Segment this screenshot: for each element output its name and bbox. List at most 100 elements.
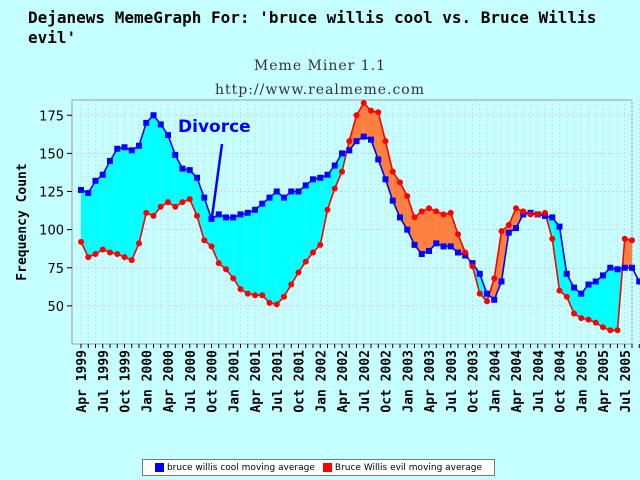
point-evil: [128, 257, 135, 264]
point-cool: [426, 247, 432, 254]
point-cool: [513, 225, 519, 232]
point-cool: [295, 188, 302, 195]
x-tick-label: Jul 2001: [271, 350, 286, 413]
point-cool: [273, 188, 280, 195]
x-tick-label: Jul 1999: [97, 350, 112, 413]
point-evil: [491, 275, 498, 282]
point-cool: [136, 142, 142, 149]
y-tick-label: 50: [47, 300, 64, 315]
point-cool: [186, 167, 193, 174]
x-tick-label: Apr 2001: [249, 350, 264, 413]
fill-segment: [117, 147, 125, 258]
point-evil: [607, 327, 614, 334]
point-cool: [237, 211, 244, 218]
point-evil: [571, 310, 577, 317]
legend: bruce willis cool moving average Bruce W…: [142, 459, 495, 476]
point-evil: [527, 211, 534, 218]
point-evil: [542, 209, 548, 216]
point-evil: [85, 254, 92, 261]
point-cool: [288, 188, 295, 195]
x-tick-label: Oct 2004: [554, 350, 569, 413]
point-evil: [484, 298, 490, 305]
x-tick-label: Jul 2003: [445, 350, 460, 413]
point-cool: [447, 243, 454, 250]
point-evil: [375, 109, 382, 116]
y-tick-label: 150: [39, 147, 64, 162]
point-evil: [592, 319, 599, 326]
point-cool: [397, 214, 403, 221]
point-cool: [491, 296, 498, 303]
legend-swatch-evil: [322, 463, 332, 472]
fill-segment: [204, 197, 212, 247]
x-tick-label: Jan 2002: [314, 350, 329, 413]
point-cool: [353, 138, 360, 145]
fill-segment: [450, 212, 458, 253]
point-evil: [505, 222, 512, 229]
point-evil: [614, 327, 621, 334]
point-evil: [520, 208, 527, 215]
point-evil: [215, 260, 222, 267]
y-tick-label: 100: [39, 224, 64, 239]
point-evil: [143, 209, 150, 216]
point-cool: [368, 136, 374, 143]
x-tick-label: Jan 2004: [488, 350, 503, 413]
fill-segment: [610, 267, 618, 331]
fill-segment: [88, 180, 96, 258]
point-evil: [433, 208, 440, 215]
point-cool: [331, 162, 338, 169]
point-evil: [302, 258, 309, 265]
fill-segment: [566, 273, 574, 314]
point-cool: [462, 252, 469, 259]
point-cool: [375, 156, 382, 163]
fill-segment: [291, 191, 299, 285]
fill-segment: [233, 214, 241, 290]
fill-segment: [276, 191, 284, 305]
fill-segment: [588, 281, 596, 323]
point-evil: [382, 138, 389, 145]
point-cool: [259, 200, 266, 207]
x-tick-label: Oct 2000: [206, 350, 221, 413]
axes: 50 75 100 125 150 175 Apr 1999 Jul 1999 Oct 1999…: [15, 109, 640, 413]
point-cool: [418, 251, 425, 258]
fill-segment: [624, 238, 632, 268]
point-evil: [404, 193, 411, 200]
point-evil: [629, 237, 635, 244]
legend-swatch-cool: [154, 463, 164, 472]
point-cool: [542, 212, 548, 219]
point-evil: [186, 196, 193, 203]
fill-segment: [313, 177, 321, 253]
point-cool: [563, 270, 570, 277]
point-cool: [578, 290, 585, 297]
point-evil: [179, 199, 186, 206]
point-cool: [621, 264, 628, 271]
point-evil: [252, 292, 258, 299]
point-evil: [389, 168, 396, 175]
x-tick-label: Jan 2003: [401, 350, 416, 413]
point-evil: [455, 231, 461, 238]
point-evil: [331, 185, 338, 192]
x-tick-label: Apr 2004: [510, 350, 525, 413]
point-evil: [114, 251, 121, 258]
point-evil: [317, 241, 324, 248]
point-cool: [99, 171, 106, 178]
point-cool: [389, 197, 396, 204]
point-evil: [556, 287, 563, 294]
fill-segment: [385, 141, 393, 201]
fill-segment: [429, 208, 437, 251]
point-cool: [346, 147, 353, 154]
point-cool: [556, 223, 563, 230]
x-tick-label: Jan 2000: [140, 350, 155, 413]
point-cool: [107, 158, 113, 164]
point-evil: [266, 299, 273, 306]
site-url: http://www.realmeme.com: [214, 82, 426, 98]
point-cool: [549, 214, 556, 221]
fill-segment: [102, 161, 110, 253]
point-evil: [534, 211, 541, 218]
point-evil: [585, 316, 592, 323]
point-cool: [404, 226, 411, 233]
point-evil: [578, 315, 585, 322]
point-evil: [99, 246, 106, 253]
x-tick-label: Oct 1999: [119, 350, 134, 413]
x-tick-label: Apr 2003: [423, 350, 438, 413]
point-evil: [244, 290, 251, 297]
